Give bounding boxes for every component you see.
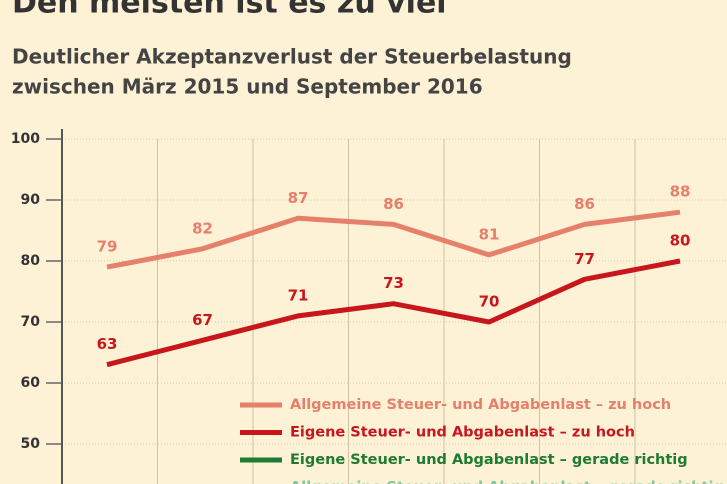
data-label: 81 bbox=[479, 225, 500, 243]
legend-label: Allgemeine Steuer- und Abgabenlast – zu … bbox=[290, 397, 671, 413]
data-label: 77 bbox=[574, 250, 595, 268]
chart-title: Den meisten ist es zu viel bbox=[12, 0, 447, 21]
y-tick-label: 90 bbox=[21, 192, 41, 208]
data-label: 80 bbox=[670, 232, 691, 250]
data-label: 73 bbox=[383, 274, 404, 292]
data-label: 67 bbox=[192, 311, 213, 329]
y-tick-label: 100 bbox=[11, 131, 40, 147]
data-label: 70 bbox=[479, 293, 500, 311]
legend-label: Eigene Steuer- und Abgabenlast – gerade … bbox=[290, 452, 688, 468]
y-tick-label: 70 bbox=[21, 314, 41, 330]
legend-label: Allgemeine Steuer- und Abgabenlast – ger… bbox=[290, 480, 724, 484]
series-line bbox=[106, 258, 681, 368]
data-label: 86 bbox=[383, 195, 404, 213]
data-label: 79 bbox=[97, 238, 118, 256]
chart-subtitle: Deutlicher Akzeptanzverlust der Steuerbe… bbox=[12, 45, 572, 69]
data-label: 87 bbox=[288, 189, 309, 207]
y-tick-label: 60 bbox=[21, 375, 41, 391]
series-line bbox=[106, 209, 681, 270]
data-label: 71 bbox=[288, 286, 309, 304]
chart-subtitle: zwischen März 2015 und September 2016 bbox=[12, 75, 483, 99]
legend-label: Eigene Steuer- und Abgabenlast – zu hoch bbox=[290, 425, 635, 441]
y-tick-label: 50 bbox=[21, 436, 41, 452]
data-label: 88 bbox=[670, 183, 691, 201]
data-label: 86 bbox=[574, 195, 595, 213]
data-label: 82 bbox=[192, 219, 213, 237]
data-label: 63 bbox=[97, 335, 118, 353]
y-tick-label: 80 bbox=[21, 253, 41, 269]
